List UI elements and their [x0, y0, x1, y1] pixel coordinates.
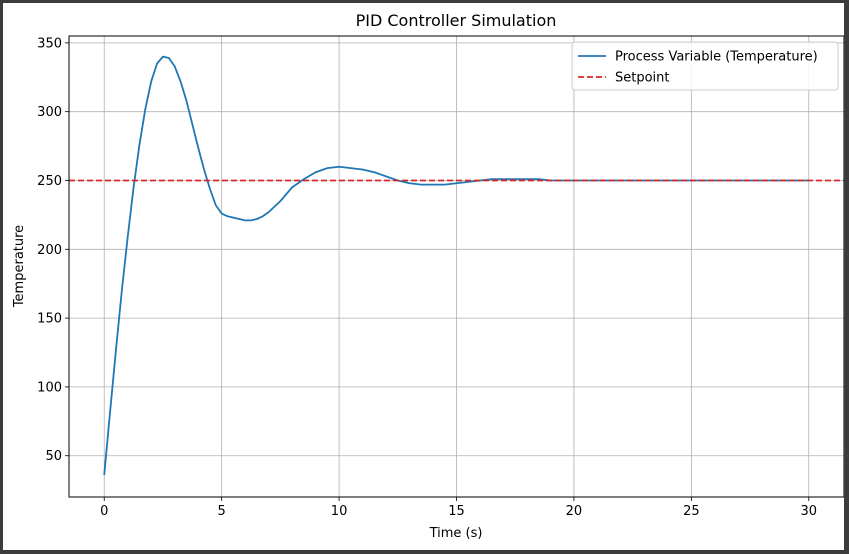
y-tick-label: 50: [45, 449, 62, 464]
y-axis-ticks: 50 100 150 200 250 300 350: [37, 36, 69, 464]
plot-window: PID Controller Simulation 0 5 10 15 20 25 30 5…: [3, 3, 844, 550]
y-tick-label: 300: [37, 105, 62, 120]
y-axis-label: Temperature: [12, 225, 27, 308]
legend-entry-label: Process Variable (Temperature): [615, 50, 818, 65]
x-tick-label: 0: [100, 504, 108, 519]
legend: Process Variable (Temperature) Setpoint: [571, 41, 839, 91]
x-tick-label: 30: [800, 504, 817, 519]
legend-box: [571, 41, 839, 91]
y-tick-label: 250: [37, 174, 62, 189]
x-axis-ticks: 0 5 10 15 20 25 30: [100, 497, 817, 519]
x-axis-label: Time (s): [429, 526, 483, 541]
x-tick-label: 15: [448, 504, 465, 519]
legend-entry-label: Setpoint: [615, 71, 670, 86]
x-tick-label: 25: [683, 504, 700, 519]
series-layer: [69, 55, 844, 476]
y-tick-label: 350: [37, 36, 62, 51]
x-tick-label: 5: [218, 504, 226, 519]
process-variable-line: [103, 55, 809, 476]
pid-chart: PID Controller Simulation 0 5 10 15 20 25 30 5…: [12, 11, 844, 541]
y-tick-label: 150: [37, 312, 62, 327]
y-tick-label: 100: [37, 380, 62, 395]
chart-title: PID Controller Simulation: [356, 11, 557, 30]
x-tick-label: 20: [566, 504, 583, 519]
grid: [69, 36, 844, 497]
y-tick-label: 200: [37, 243, 62, 258]
x-tick-label: 10: [331, 504, 348, 519]
